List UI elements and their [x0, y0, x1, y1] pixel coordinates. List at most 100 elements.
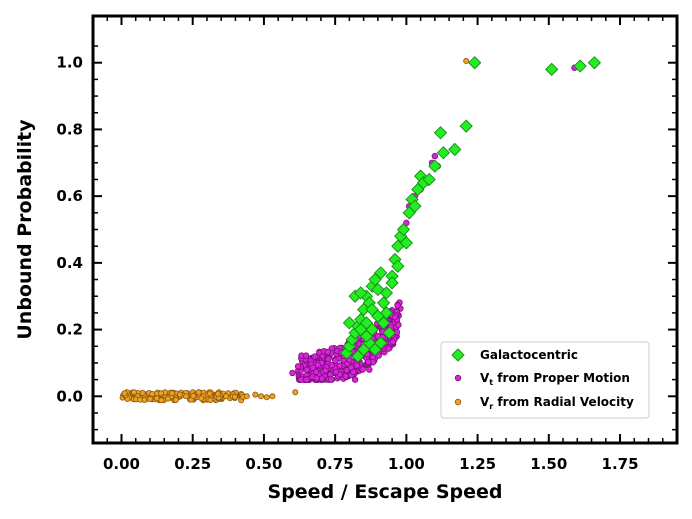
y-tick-label: 0.2 — [56, 321, 83, 339]
data-point — [328, 362, 335, 369]
data-point — [396, 222, 411, 237]
data-point — [292, 389, 299, 396]
data-point — [158, 390, 165, 397]
data-point — [207, 396, 214, 403]
data-point — [428, 159, 442, 173]
data-point — [354, 286, 368, 300]
data-point — [459, 119, 473, 133]
data-point — [448, 142, 462, 157]
data-point — [325, 355, 332, 363]
data-point — [342, 316, 357, 330]
data-point — [149, 390, 156, 397]
data-point — [573, 59, 587, 73]
y-tick-label: 0.8 — [56, 120, 83, 138]
data-point — [436, 146, 451, 160]
data-point — [366, 366, 373, 373]
data-point — [302, 352, 310, 359]
data-point — [468, 56, 482, 70]
y-axis-label: Unbound Probability — [14, 119, 36, 340]
data-point — [587, 56, 602, 70]
data-point — [121, 390, 128, 397]
series-proper-motion — [289, 59, 598, 383]
data-point — [311, 353, 318, 360]
data-point — [364, 358, 372, 366]
data-point — [336, 362, 343, 369]
data-point — [195, 389, 202, 396]
data-point — [314, 361, 321, 369]
data-point — [158, 397, 165, 404]
data-point — [376, 316, 391, 330]
data-point — [422, 172, 436, 187]
data-point — [389, 338, 397, 346]
series-radial-velocity — [119, 58, 470, 404]
data-point — [297, 376, 305, 383]
legend-marker-galactocentric — [451, 348, 465, 362]
legend-marker-radial-velocity — [454, 398, 462, 406]
data-point — [327, 376, 335, 383]
data-point — [215, 390, 222, 397]
data-point — [359, 366, 366, 373]
x-tick-label: 1.00 — [388, 455, 425, 473]
data-point — [332, 368, 340, 376]
data-point — [303, 376, 310, 383]
data-point — [309, 364, 317, 371]
x-tick-label: 1.75 — [602, 455, 639, 473]
data-point — [324, 348, 331, 356]
axis-ticks — [93, 16, 677, 443]
data-point — [365, 322, 379, 337]
legend: Galactocentric Vt from Proper Motion Vr fr… — [440, 341, 650, 419]
y-tick-label: 0.4 — [56, 254, 83, 272]
legend-marker-proper-motion — [454, 374, 462, 382]
data-point — [375, 352, 382, 359]
data-point — [289, 369, 296, 377]
legend-label: Vr from Radial Velocity — [480, 395, 634, 411]
data-point — [391, 259, 405, 273]
data-point — [399, 236, 414, 250]
data-point — [351, 349, 365, 363]
x-axis-label: Speed / Escape Speed — [268, 481, 503, 503]
data-point — [351, 376, 359, 383]
x-tick-label: 1.25 — [459, 455, 496, 473]
data-point — [374, 333, 382, 340]
data-point — [322, 367, 329, 374]
data-point — [385, 345, 392, 352]
data-point — [382, 326, 396, 340]
data-point — [331, 357, 339, 364]
data-point — [243, 393, 250, 400]
data-point — [379, 286, 394, 300]
data-point — [176, 391, 183, 398]
data-point — [147, 395, 154, 402]
data-point — [347, 364, 355, 371]
data-point — [403, 219, 410, 227]
data-point — [394, 302, 401, 309]
data-point — [312, 368, 320, 376]
axis-tick-labels: 0.00 0.25 0.50 0.75 1.00 1.25 1.50 1.75 0.0 0.2 0.… — [56, 54, 638, 473]
legend-box — [440, 341, 650, 419]
series-galactocentric — [339, 56, 602, 363]
data-point — [190, 392, 197, 399]
data-point — [313, 375, 320, 382]
data-point — [169, 390, 176, 397]
data-point — [294, 363, 302, 370]
data-point — [545, 62, 559, 77]
data-point — [374, 266, 388, 280]
data-point — [139, 389, 146, 396]
data-point — [263, 394, 270, 401]
data-point — [391, 314, 399, 321]
x-tick-label: 0.00 — [103, 455, 140, 473]
x-tick-label: 1.50 — [530, 455, 567, 473]
data-point — [131, 389, 138, 396]
data-point — [206, 390, 213, 397]
data-point — [303, 366, 310, 374]
data-point — [374, 336, 388, 350]
data-point — [318, 375, 326, 382]
data-point — [463, 58, 470, 65]
data-point — [137, 396, 144, 403]
data-point — [223, 393, 230, 400]
data-point — [408, 199, 422, 213]
y-tick-label: 1.0 — [56, 54, 83, 72]
data-point — [433, 126, 448, 140]
data-point — [231, 393, 238, 400]
legend-label: Galactocentric — [480, 348, 578, 362]
